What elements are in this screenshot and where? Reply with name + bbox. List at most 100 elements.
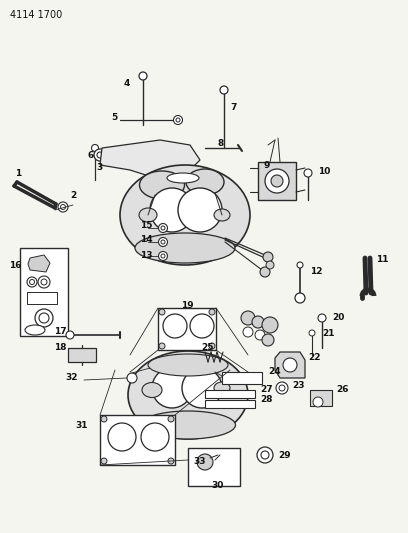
Bar [222, 372, 262, 384]
Circle shape [152, 368, 192, 408]
Ellipse shape [167, 173, 199, 183]
Text: 32: 32 [66, 374, 78, 383]
Text: 7: 7 [230, 103, 236, 112]
Text: 29: 29 [278, 450, 290, 459]
Text: 16: 16 [9, 261, 21, 270]
Text: 20: 20 [332, 313, 344, 322]
Circle shape [262, 317, 278, 333]
Circle shape [263, 252, 273, 262]
Circle shape [127, 373, 137, 383]
Ellipse shape [140, 411, 235, 439]
Text: 5: 5 [111, 114, 117, 123]
Circle shape [178, 188, 222, 232]
Polygon shape [275, 352, 305, 378]
Ellipse shape [186, 169, 224, 195]
Circle shape [168, 458, 174, 464]
Circle shape [255, 330, 265, 340]
Circle shape [60, 205, 66, 209]
Circle shape [318, 314, 326, 322]
Circle shape [91, 144, 98, 151]
Circle shape [260, 267, 270, 277]
Circle shape [58, 202, 68, 212]
Circle shape [279, 385, 285, 391]
Circle shape [276, 382, 288, 394]
Bar [188, 448, 240, 486]
Circle shape [261, 451, 269, 459]
Bar [100, 415, 175, 465]
Circle shape [197, 454, 213, 470]
Circle shape [161, 254, 165, 258]
Ellipse shape [139, 208, 157, 222]
Circle shape [163, 314, 187, 338]
Text: 31: 31 [76, 421, 88, 430]
Polygon shape [28, 255, 50, 272]
Circle shape [38, 276, 50, 288]
Circle shape [41, 279, 47, 285]
Circle shape [158, 223, 168, 232]
Circle shape [176, 118, 180, 122]
Circle shape [35, 309, 53, 327]
Circle shape [257, 447, 273, 463]
Text: 4: 4 [124, 78, 130, 87]
Text: 30: 30 [212, 481, 224, 489]
Text: 24: 24 [268, 367, 281, 376]
Circle shape [266, 261, 274, 269]
Text: 23: 23 [292, 381, 304, 390]
Text: 6: 6 [88, 150, 94, 159]
Text: 33: 33 [194, 457, 206, 466]
Circle shape [220, 86, 228, 94]
Text: 14: 14 [140, 236, 152, 245]
Ellipse shape [214, 382, 230, 394]
Circle shape [304, 169, 312, 177]
Bar [258, 162, 296, 200]
Text: 17: 17 [54, 327, 67, 336]
Circle shape [150, 188, 194, 232]
Circle shape [209, 343, 215, 349]
Circle shape [161, 226, 165, 230]
Circle shape [139, 72, 147, 80]
Ellipse shape [135, 233, 235, 263]
Circle shape [161, 240, 165, 244]
Circle shape [295, 293, 305, 303]
Ellipse shape [142, 383, 162, 398]
Text: 15: 15 [140, 221, 152, 230]
Text: 18: 18 [54, 343, 66, 352]
Text: 25: 25 [202, 343, 214, 352]
Circle shape [159, 309, 165, 315]
Circle shape [209, 309, 215, 315]
Circle shape [27, 277, 37, 287]
Bar [20, 248, 68, 336]
Circle shape [241, 311, 255, 325]
Circle shape [271, 175, 283, 187]
Circle shape [168, 416, 174, 422]
Bar [158, 308, 216, 350]
Bar [205, 390, 255, 398]
Text: 19: 19 [181, 301, 193, 310]
Text: 12: 12 [310, 268, 322, 277]
Circle shape [243, 327, 253, 337]
Text: 3: 3 [96, 164, 102, 173]
Circle shape [313, 397, 323, 407]
Text: 13: 13 [140, 251, 152, 260]
Ellipse shape [25, 325, 45, 335]
Text: 21: 21 [322, 328, 335, 337]
Ellipse shape [140, 171, 184, 199]
Text: 9: 9 [264, 160, 270, 169]
Ellipse shape [214, 209, 230, 221]
Bar [27, 292, 57, 304]
Text: 10: 10 [318, 167, 330, 176]
Text: 26: 26 [336, 385, 348, 394]
Circle shape [297, 262, 303, 268]
Text: 1: 1 [15, 169, 21, 179]
Circle shape [101, 416, 107, 422]
Circle shape [252, 316, 264, 328]
Text: 27: 27 [260, 385, 273, 394]
Polygon shape [100, 140, 200, 178]
Circle shape [158, 252, 168, 261]
Circle shape [265, 169, 289, 193]
Circle shape [66, 331, 74, 339]
Text: 4114 1700: 4114 1700 [10, 10, 62, 20]
Circle shape [141, 423, 169, 451]
Text: 22: 22 [308, 353, 321, 362]
Circle shape [29, 279, 35, 285]
